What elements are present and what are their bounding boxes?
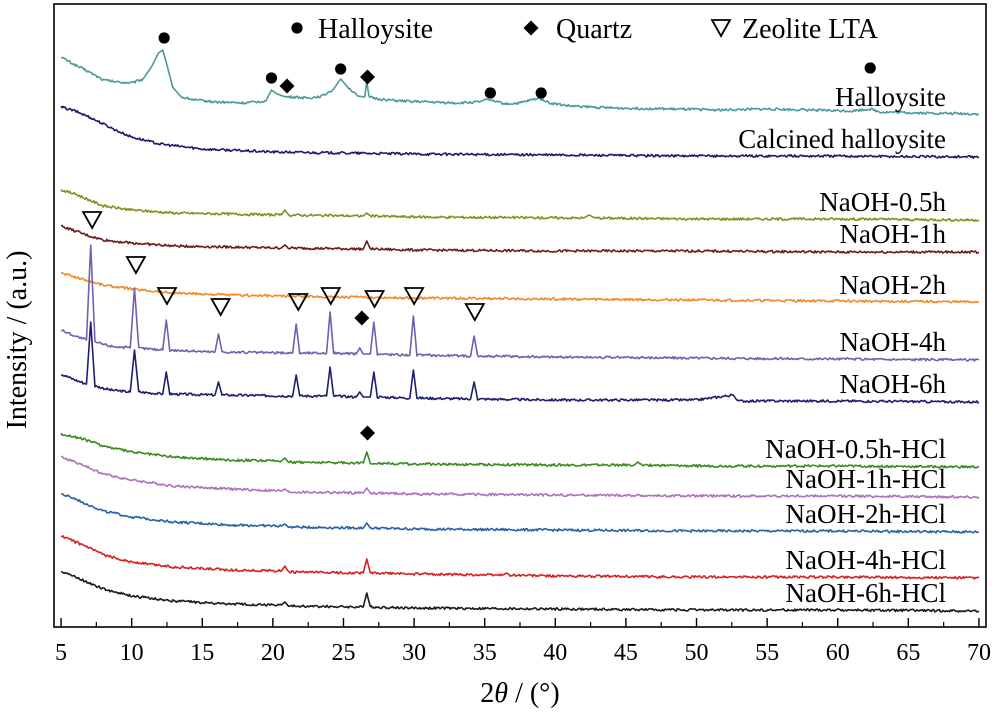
legend-label-halloysite: Halloysite [318, 14, 433, 45]
trace-label-naoh-0-5h-hcl: NaOH-0.5h-HCl [765, 434, 946, 464]
zeolite-lta-marker [156, 287, 178, 306]
x-tick-label: 5 [55, 640, 67, 666]
trace-label-naoh-1h-hcl: NaOH-1h-HCl [786, 464, 946, 494]
trace-label-naoh-6h-hcl: NaOH-6h-HCl [786, 578, 946, 608]
x-tick-label: 10 [120, 640, 144, 666]
legend-marker-halloysite [291, 22, 303, 34]
legend: Halloysite Quartz Zeolite LTA [291, 14, 879, 45]
x-tick-label: 45 [614, 640, 638, 666]
trace-label-naoh-4h: NaOH-4h [840, 327, 947, 357]
legend-label-zeolite-lta: Zeolite LTA [742, 14, 879, 45]
zeolite-lta-marker [210, 298, 232, 317]
x-tick-label: 50 [685, 640, 709, 666]
halloysite-marker [335, 63, 347, 75]
x-tick-label: 65 [896, 640, 920, 666]
zeolite-lta-marker [287, 293, 309, 312]
trace-naoh-6h-hcl [60, 570, 980, 613]
trace-label-naoh-4h-hcl: NaOH-4h-HCl [786, 545, 946, 575]
trace-calcined-halloysite [60, 105, 980, 159]
trace-label-naoh-6h: NaOH-6h [840, 369, 947, 399]
trace-naoh-4h [60, 244, 980, 362]
trace-naoh-1h [60, 224, 980, 254]
trace-label-naoh-2h-hcl: NaOH-2h-HCl [786, 499, 946, 529]
zeolite-lta-marker [320, 287, 342, 306]
trace-naoh-0-5h-hcl [60, 432, 980, 469]
quartz-marker [354, 310, 370, 326]
trace-label-naoh-0-5h: NaOH-0.5h [819, 187, 946, 217]
x-tick-label: 25 [331, 640, 355, 666]
halloysite-marker [265, 72, 278, 84]
x-tick-label: 60 [826, 640, 850, 666]
legend-label-quartz: Quartz [556, 14, 632, 45]
x-tick-label: 70 [967, 640, 991, 666]
halloysite-marker [535, 87, 547, 99]
trace-halloysite [60, 49, 980, 116]
x-tick-label: 15 [190, 640, 214, 666]
y-axis-title: Intensity / (a.u.) [2, 251, 33, 430]
trace-naoh-4h-hcl [60, 535, 980, 580]
peak-markers [81, 32, 876, 441]
trace-naoh-1h-hcl [61, 455, 980, 499]
quartz-marker [279, 78, 295, 94]
trace-label-naoh-2h: NaOH-2h [840, 270, 947, 300]
trace-label-halloysite: Halloysite [835, 82, 946, 112]
x-tick-label: 40 [543, 640, 567, 666]
zeolite-lta-marker [464, 303, 486, 322]
trace-label-naoh-1h: NaOH-1h [840, 219, 947, 249]
x-tick-label: 30 [402, 640, 426, 666]
zeolite-lta-marker [81, 211, 103, 230]
zeolite-lta-marker [125, 256, 147, 275]
trace-label-calcined-halloysite: Calcined halloysite [738, 124, 946, 154]
quartz-marker [359, 69, 375, 85]
legend-marker-zeolite-lta [710, 19, 732, 38]
x-axis: 5 10 15 20 25 30 35 40 45 50 55 60 65 70 [55, 618, 991, 666]
traces [60, 49, 980, 613]
x-axis-title: 2θ / (°) [480, 678, 559, 709]
x-tick-label: 35 [473, 640, 497, 666]
halloysite-marker [864, 62, 876, 74]
trace-naoh-2h-hcl [60, 493, 980, 534]
halloysite-marker [158, 32, 170, 44]
quartz-marker [359, 425, 375, 441]
trace-naoh-2h [60, 272, 979, 304]
zeolite-lta-marker [403, 287, 425, 306]
zeolite-lta-marker [364, 290, 386, 309]
halloysite-marker [484, 87, 496, 99]
trace-naoh-0-5h [60, 189, 980, 222]
trace-naoh-6h [61, 321, 980, 404]
x-tick-label: 55 [755, 640, 779, 666]
legend-marker-quartz [523, 20, 539, 36]
x-tick-label: 20 [261, 640, 285, 666]
